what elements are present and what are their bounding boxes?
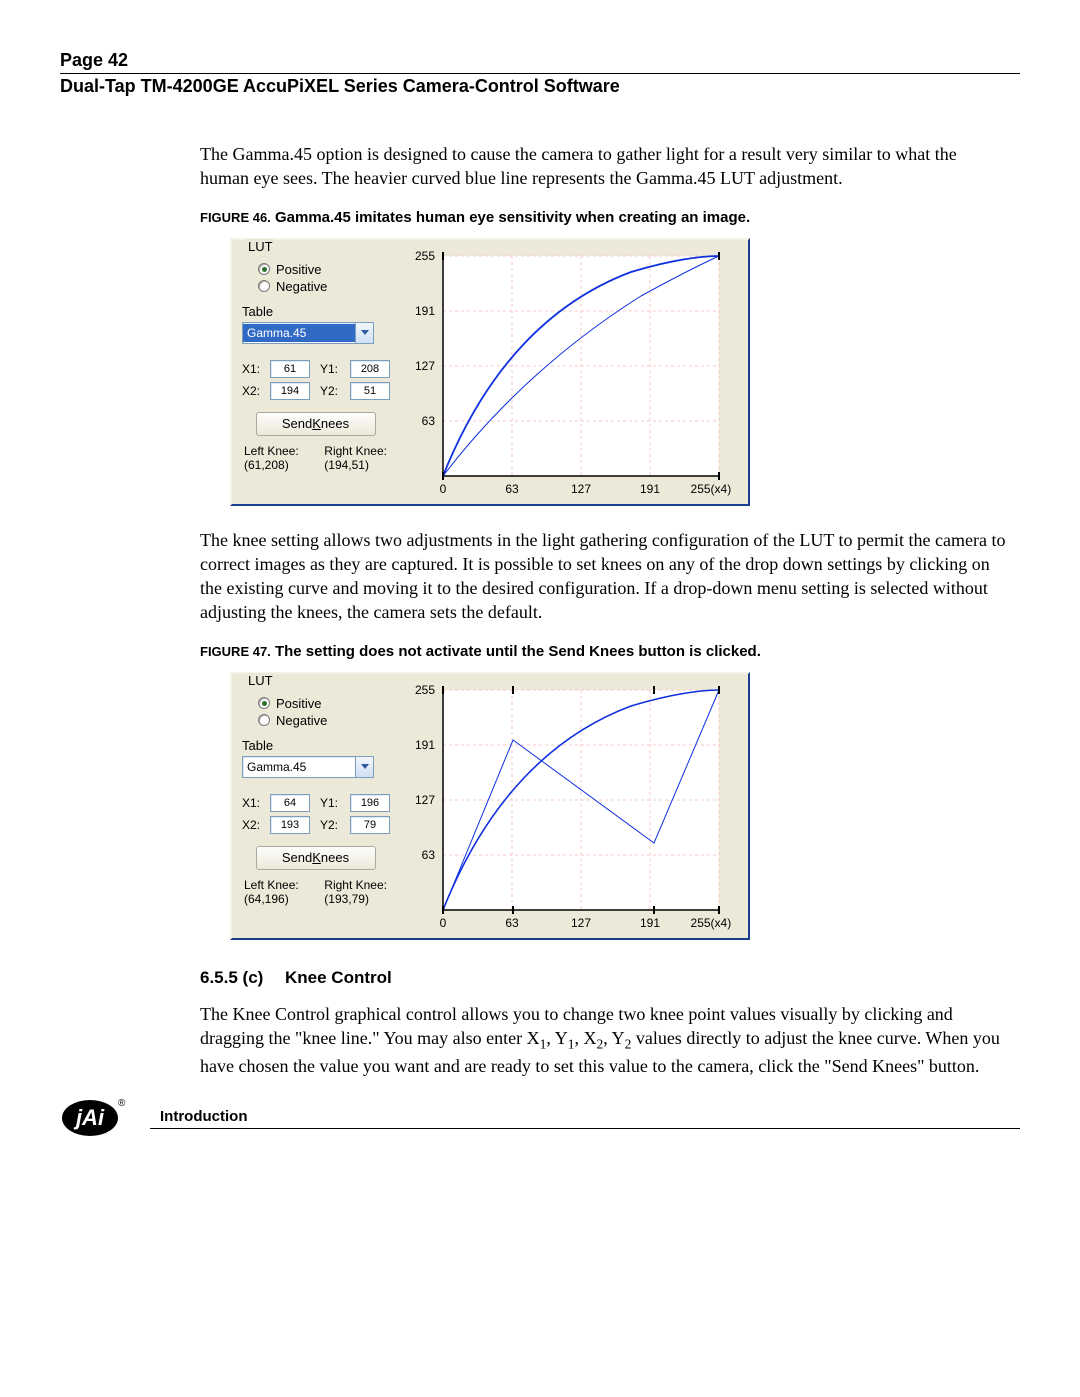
left-knee-label: Left Knee: <box>244 444 299 458</box>
combobox-button[interactable] <box>355 757 373 777</box>
y2-input[interactable]: 79 <box>350 816 390 834</box>
radio-positive[interactable]: Positive <box>258 262 389 277</box>
radio-negative-label: Negative <box>276 279 327 294</box>
chevron-down-icon <box>361 764 369 769</box>
page-number: Page 42 <box>60 50 1020 71</box>
y2-input[interactable]: 51 <box>350 382 390 400</box>
paragraph-gamma45: The Gamma.45 option is designed to cause… <box>200 142 1010 191</box>
combobox-value: Gamma.45 <box>243 324 355 342</box>
table-label: Table <box>242 304 389 319</box>
radio-negative[interactable]: Negative <box>258 279 389 294</box>
x2-label: X2: <box>242 818 264 832</box>
right-knee-value: (194,51) <box>324 458 387 472</box>
radio-positive-label: Positive <box>276 262 322 277</box>
header-rule <box>60 73 1020 74</box>
radio-icon <box>258 280 270 292</box>
x2-input[interactable]: 194 <box>270 382 310 400</box>
page-footer: jAi ® Introduction <box>60 1118 1020 1129</box>
combobox-button[interactable] <box>355 323 373 343</box>
left-knee-value: (64,196) <box>244 892 299 906</box>
y2-label: Y2: <box>320 384 344 398</box>
radio-positive[interactable]: Positive <box>258 696 389 711</box>
doc-title: Dual-Tap TM-4200GE AccuPiXEL Series Came… <box>60 76 1020 97</box>
radio-icon <box>258 714 270 726</box>
chevron-down-icon <box>361 330 369 335</box>
radio-icon <box>258 263 270 275</box>
left-knee-label: Left Knee: <box>244 878 299 892</box>
lut-chart[interactable]: 25519112763 063127191255(x4) <box>401 684 731 932</box>
x1-input[interactable]: 64 <box>270 794 310 812</box>
figure-46-caption: FIGURE 46. Gamma.45 imitates human eye s… <box>200 209 1010 226</box>
x1-input[interactable]: 61 <box>270 360 310 378</box>
table-combobox[interactable]: Gamma.45 <box>242 756 374 778</box>
right-knee-label: Right Knee: <box>324 878 387 892</box>
lut-chart[interactable]: 25519112763 063127191255(x4) <box>401 250 731 498</box>
svg-text:jAi: jAi <box>73 1105 105 1130</box>
lut-panel-fig46: LUT Positive Negative Table Gamma.45 X1:… <box>230 238 750 506</box>
x1-label: X1: <box>242 796 264 810</box>
left-knee-value: (61,208) <box>244 458 299 472</box>
x1-label: X1: <box>242 362 264 376</box>
combobox-value: Gamma.45 <box>243 758 355 776</box>
y1-input[interactable]: 208 <box>350 360 390 378</box>
x2-label: X2: <box>242 384 264 398</box>
paragraph-knee: The knee setting allows two adjustments … <box>200 528 1010 625</box>
footer-label: Introduction <box>160 1108 247 1125</box>
y2-label: Y2: <box>320 818 344 832</box>
send-knees-button[interactable]: Send Knees <box>256 412 376 436</box>
footer-rule <box>150 1128 1020 1129</box>
section-heading: 6.5.5 (c)Knee Control <box>200 968 1010 988</box>
x2-input[interactable]: 193 <box>270 816 310 834</box>
radio-icon <box>258 697 270 709</box>
right-knee-label: Right Knee: <box>324 444 387 458</box>
table-label: Table <box>242 738 389 753</box>
right-knee-value: (193,79) <box>324 892 387 906</box>
radio-positive-label: Positive <box>276 696 322 711</box>
radio-negative[interactable]: Negative <box>258 713 389 728</box>
lut-panel-fig47: LUT Positive Negative Table Gamma.45 X1:… <box>230 672 750 940</box>
y1-input[interactable]: 196 <box>350 794 390 812</box>
send-knees-button[interactable]: Send Knees <box>256 846 376 870</box>
y1-label: Y1: <box>320 362 344 376</box>
radio-negative-label: Negative <box>276 713 327 728</box>
paragraph-knee-control: The Knee Control graphical control allow… <box>200 1002 1010 1078</box>
jai-logo: jAi ® <box>60 1090 132 1138</box>
svg-text:®: ® <box>118 1098 126 1109</box>
y1-label: Y1: <box>320 796 344 810</box>
figure-47-caption: FIGURE 47. The setting does not activate… <box>200 643 1010 660</box>
table-combobox[interactable]: Gamma.45 <box>242 322 374 344</box>
